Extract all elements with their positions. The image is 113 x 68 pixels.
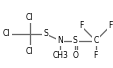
Text: F: F — [93, 51, 97, 60]
Text: N: N — [57, 36, 63, 45]
Text: F: F — [107, 21, 112, 30]
Text: C: C — [92, 36, 98, 45]
Text: F: F — [78, 21, 82, 30]
Text: Cl: Cl — [3, 30, 11, 38]
Text: S: S — [72, 36, 77, 45]
Text: CH3: CH3 — [52, 51, 68, 60]
Text: S: S — [43, 30, 48, 38]
Text: Cl: Cl — [26, 47, 33, 55]
Text: O: O — [72, 51, 78, 60]
Text: Cl: Cl — [26, 13, 33, 21]
